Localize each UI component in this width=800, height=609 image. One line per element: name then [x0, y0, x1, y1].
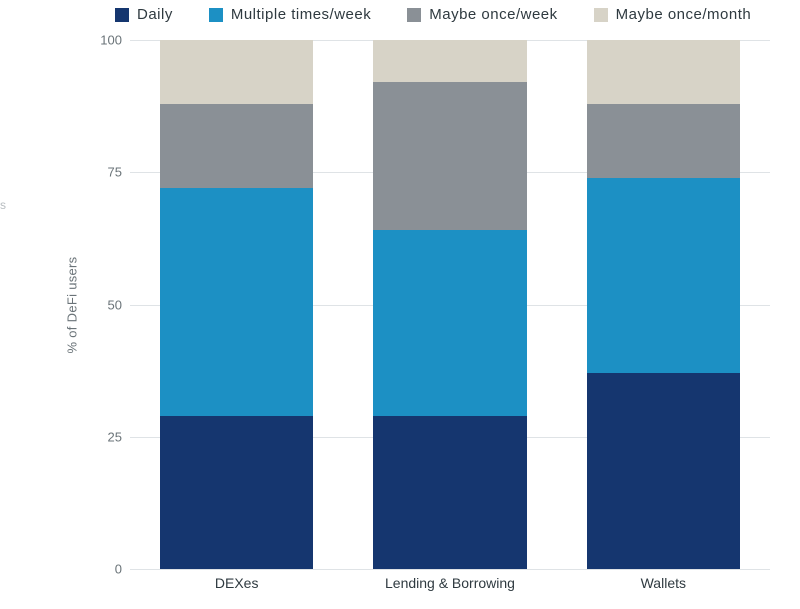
y-axis-title: % of DeFi users: [65, 256, 80, 353]
bar-segment-multi_week: [373, 230, 527, 415]
legend: Daily Multiple times/week Maybe once/week M…: [115, 6, 780, 23]
category-label: Wallets: [641, 575, 686, 591]
bar-column: Lending & Borrowing: [373, 40, 527, 569]
y-tick-label: 25: [108, 429, 122, 444]
legend-label-daily: Daily: [137, 6, 173, 23]
legend-swatch-once_month: [594, 8, 608, 22]
bar-segment-once_week: [587, 104, 741, 178]
legend-swatch-once_week: [407, 8, 421, 22]
bar-column: Wallets: [587, 40, 741, 569]
category-label: DEXes: [215, 575, 259, 591]
y-tick-label: 100: [100, 33, 122, 48]
y-tick-label: 75: [108, 165, 122, 180]
bar-segment-multi_week: [587, 178, 741, 374]
legend-item-once_month: Maybe once/month: [594, 6, 752, 23]
legend-label-once_week: Maybe once/week: [429, 6, 557, 23]
bars-container: DEXes Lending & Borrowing Wallets: [130, 40, 770, 569]
bar-segment-once_month: [160, 40, 314, 103]
legend-swatch-daily: [115, 8, 129, 22]
bar-segment-once_week: [160, 104, 314, 189]
y-tick-label: 50: [108, 297, 122, 312]
bar-segment-daily: [160, 416, 314, 569]
y-tick-label: 0: [115, 562, 122, 577]
legend-item-multi_week: Multiple times/week: [209, 6, 371, 23]
bar-segment-once_week: [373, 82, 527, 230]
legend-item-daily: Daily: [115, 6, 173, 23]
bar-segment-once_month: [373, 40, 527, 82]
bar-column: DEXes: [160, 40, 314, 569]
category-label: Lending & Borrowing: [385, 575, 515, 591]
chart-root: s Daily Multiple times/week Maybe once/wee…: [0, 0, 800, 609]
stray-glyph: s: [0, 198, 6, 212]
legend-swatch-multi_week: [209, 8, 223, 22]
bar-segment-daily: [587, 373, 741, 569]
plot-area: 0255075100 DEXesLending & BorrowingWalle…: [130, 40, 770, 569]
legend-label-once_month: Maybe once/month: [616, 6, 752, 23]
bar-segment-multi_week: [160, 188, 314, 415]
gridline: [130, 569, 770, 570]
legend-label-multi_week: Multiple times/week: [231, 6, 371, 23]
legend-item-once_week: Maybe once/week: [407, 6, 557, 23]
bar-segment-daily: [373, 416, 527, 569]
bar-segment-once_month: [587, 40, 741, 103]
